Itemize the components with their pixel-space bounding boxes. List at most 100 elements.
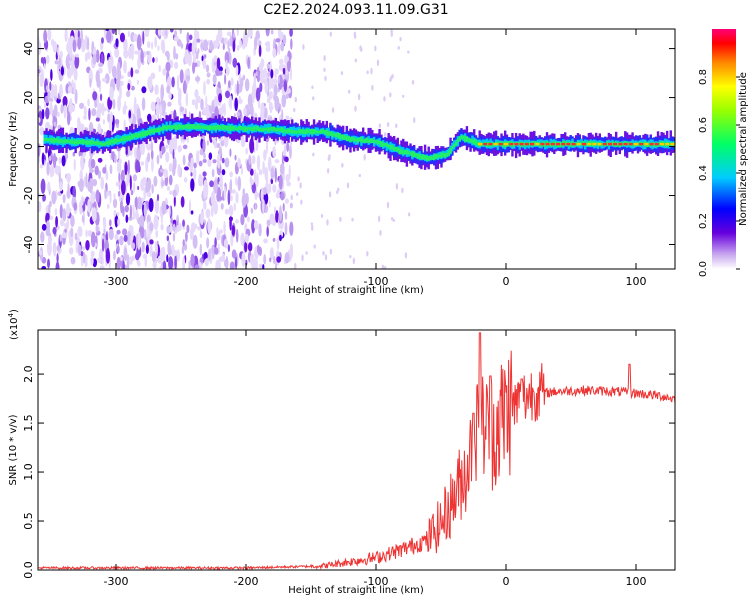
noise-blob [269, 257, 272, 263]
noise-blob [108, 228, 114, 241]
ridge-band-core [250, 127, 254, 132]
noise-blob [48, 215, 54, 221]
noise-blob [216, 142, 221, 149]
noise-blob [204, 258, 209, 267]
noise-blob [43, 63, 46, 70]
noise-blob [142, 30, 145, 45]
noise-blob [161, 200, 167, 215]
noise-blob [124, 204, 129, 213]
noise-blob [153, 175, 158, 187]
snr-series-line [38, 332, 675, 570]
noise-blob [154, 198, 160, 214]
noise-blob [193, 162, 197, 169]
noise-blob [97, 257, 102, 264]
noise-blob [258, 45, 262, 57]
noise-blob [129, 175, 132, 191]
noise-blob [77, 117, 81, 126]
noise-blob [117, 218, 121, 227]
noise-blob [229, 34, 233, 48]
noise-blob [231, 224, 236, 236]
ridge-band-core [254, 126, 258, 130]
noise-blob [122, 206, 125, 218]
noise-blob [324, 254, 328, 261]
ridge-band-core [365, 137, 369, 143]
noise-blob [123, 234, 128, 242]
noise-blob [253, 169, 257, 186]
noise-blob [181, 136, 185, 141]
noise-blob [185, 75, 191, 81]
ridge-band-core [125, 136, 128, 141]
ridge-peak [556, 142, 560, 146]
noise-blob [268, 199, 271, 208]
ridge-band-core [45, 137, 48, 142]
noise-blob [224, 74, 227, 85]
ridge-band-core [165, 126, 168, 130]
noise-blob [185, 231, 188, 242]
noise-blob [270, 29, 274, 35]
noise-blob [114, 118, 120, 125]
noise-blob [378, 123, 382, 129]
noise-blob [262, 199, 265, 215]
noise-blob [312, 96, 315, 101]
ridge-band-core [110, 139, 114, 143]
ridge-band-core [176, 125, 179, 130]
noise-blob [294, 262, 297, 269]
noise-blob [137, 185, 140, 191]
noise-blob [239, 39, 242, 48]
noise-blob [166, 186, 171, 191]
noise-blob [116, 245, 120, 254]
noise-blob [386, 201, 390, 209]
noise-blob [61, 232, 67, 239]
noise-blob [218, 70, 223, 76]
noise-blob [156, 96, 160, 104]
ridge-band-core [653, 142, 656, 148]
noise-blob [273, 94, 277, 102]
colorbar-label: Normalized spectral amplitude [738, 72, 749, 226]
noise-blob [143, 229, 147, 241]
top-y-tick-label: -20 [22, 187, 35, 205]
noise-blob [165, 144, 169, 149]
noise-blob [191, 99, 196, 106]
ridge-band-core [238, 125, 241, 130]
noise-blob [251, 90, 257, 100]
noise-blob [144, 257, 147, 268]
ridge-band-core [267, 127, 270, 133]
noise-blob [46, 243, 52, 248]
ridge-band-core [70, 138, 74, 144]
ridge-peak [644, 142, 649, 146]
ridge-band-core [278, 128, 281, 132]
ridge-band-core [87, 140, 90, 145]
noise-blob [223, 238, 229, 249]
ridge-band-core [453, 143, 456, 148]
noise-blob [160, 223, 164, 231]
noise-blob [276, 256, 282, 263]
noise-blob [240, 134, 245, 144]
ridge-band-core [152, 128, 156, 134]
noise-blob [55, 215, 58, 228]
ridge-band-core [54, 138, 57, 143]
noise-blob [279, 234, 282, 242]
noise-blob [294, 96, 297, 103]
noise-blob [366, 250, 369, 257]
ridge-band-core [294, 130, 298, 134]
noise-blob [259, 111, 265, 121]
ridge-band-core [43, 137, 46, 142]
noise-blob [74, 54, 80, 69]
top-x-tick-label: -200 [234, 275, 259, 288]
ridge-band-core [507, 141, 510, 147]
noise-blob [241, 252, 246, 268]
noise-blob [81, 246, 86, 251]
noise-blob [154, 240, 158, 253]
ridge-band-core [114, 137, 117, 144]
ridge-band-core [642, 142, 645, 146]
ridge-band-core [300, 128, 303, 134]
ridge-band-core [418, 154, 421, 159]
noise-blob [324, 75, 327, 82]
ridge-band-core [72, 140, 76, 144]
noise-blob [230, 95, 233, 111]
noise-blob [181, 245, 185, 255]
noise-blob [283, 143, 287, 158]
ridge-band-core [325, 129, 328, 136]
noise-blob [218, 181, 221, 186]
noise-blob [223, 102, 226, 117]
